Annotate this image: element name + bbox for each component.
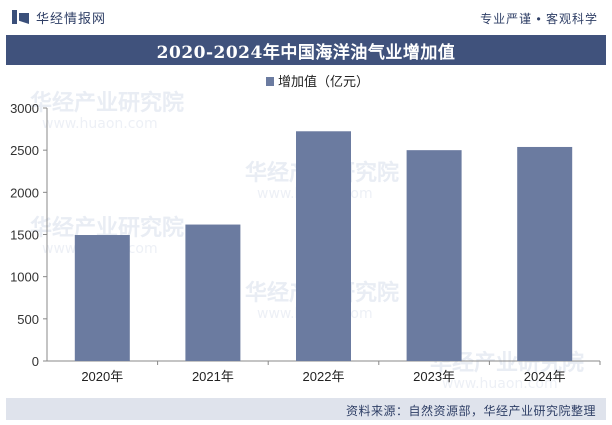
legend-swatch — [266, 77, 274, 86]
watermark-url: www.huaon.com — [442, 376, 558, 392]
y-tick-label: 500 — [17, 312, 39, 327]
bar — [74, 235, 130, 361]
source-footer: 资料来源：自然资源部，华经产业研究院整理 — [6, 398, 606, 420]
x-tick-label: 2020年 — [81, 369, 123, 384]
bar — [406, 150, 462, 361]
y-tick-label: 0 — [32, 354, 39, 369]
top-bar: 华经情报网 专业严谨 • 客观科学 — [0, 0, 612, 34]
watermark-url: www.huaon.com — [42, 116, 158, 132]
logo-text: 华经情报网 — [36, 10, 107, 26]
bar — [296, 131, 351, 361]
tagline: 专业严谨 • 客观科学 — [480, 12, 598, 26]
title-band: 2020-2024年中国海洋油气业增加值 — [6, 35, 606, 65]
logo: 华经情报网 — [12, 9, 107, 26]
bar-chart: 华经产业研究院www.huaon.com华经产业研究院www.huaon.com… — [10, 74, 601, 392]
bar — [517, 146, 573, 361]
source-text: 资料来源：自然资源部，华经产业研究院整理 — [345, 404, 596, 418]
y-tick-label: 2000 — [10, 185, 39, 200]
y-tick-label: 3000 — [10, 101, 39, 116]
bar — [185, 224, 241, 361]
y-tick-label: 2500 — [10, 143, 39, 158]
y-tick-label: 1500 — [10, 228, 39, 243]
chart-title: 2020-2024年中国海洋油气业增加值 — [156, 42, 456, 63]
watermark-text: 华经产业研究院 — [30, 90, 184, 116]
x-tick-label: 2024年 — [524, 369, 566, 384]
y-tick-label: 1000 — [10, 270, 39, 285]
logo-icon — [12, 10, 30, 24]
x-tick-label: 2021年 — [192, 369, 234, 384]
x-tick-label: 2023年 — [413, 369, 455, 384]
x-tick-label: 2022年 — [303, 369, 345, 384]
legend-label: 增加值（亿元） — [278, 74, 369, 89]
